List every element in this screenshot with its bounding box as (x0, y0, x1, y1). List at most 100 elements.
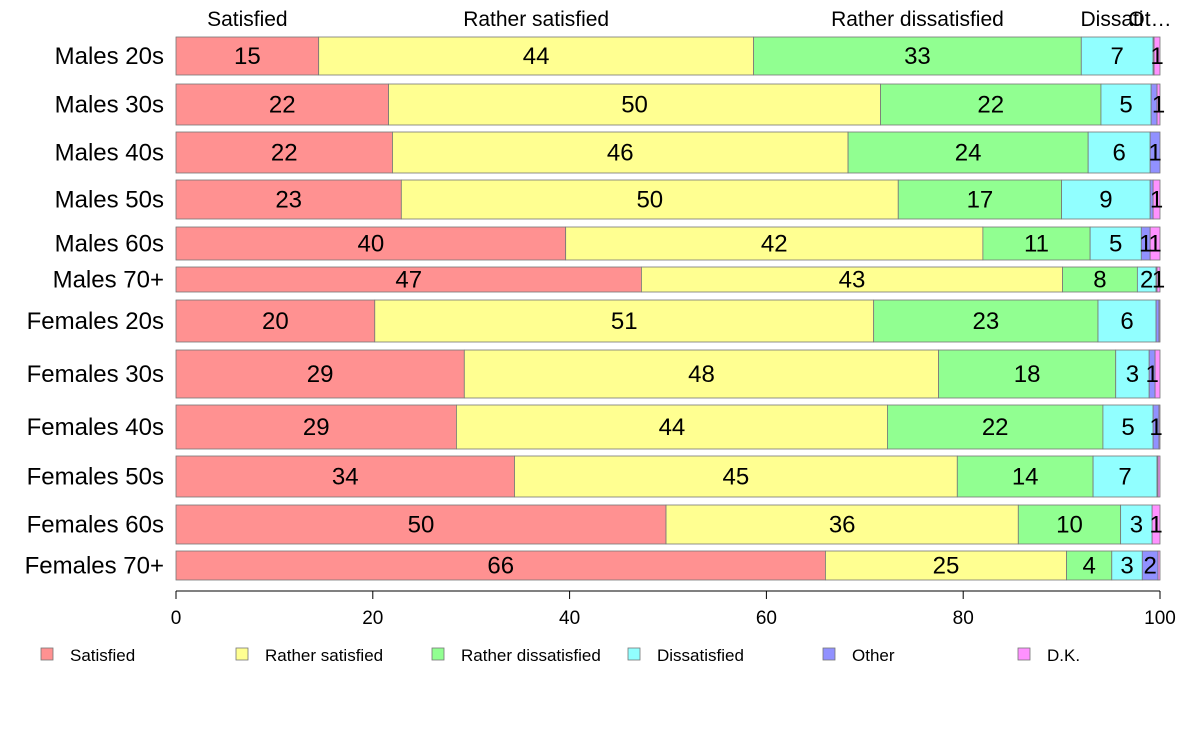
category-label: Males 40s (55, 140, 164, 167)
segment-header-label: Rather dissatisfied (831, 8, 1004, 31)
x-tick-label: 100 (1144, 608, 1176, 629)
bar-segment (318, 36, 755, 76)
legend-swatch (1017, 647, 1031, 661)
category-label: Females 50s (27, 464, 164, 491)
data-label: 1 (1148, 140, 1161, 167)
data-label: 1 (1150, 187, 1163, 214)
x-tick-label: 20 (362, 608, 383, 629)
data-label: 15 (234, 43, 261, 70)
bar-segment (956, 455, 1094, 498)
legend-label: D.K. (1047, 646, 1080, 665)
bar-segment (175, 226, 567, 261)
bar-segment (175, 504, 667, 545)
category-labels: Males 20s Males 30s Males 40s Males 50s Male… (25, 43, 164, 580)
bar-segment (456, 404, 888, 450)
category-label: Males 50s (55, 187, 164, 214)
bar-segment (880, 83, 1102, 126)
data-label: 1 (1152, 92, 1165, 119)
legend: Satisfied Rather satisfied Rather dissatis… (40, 646, 1080, 665)
data-label: 1 (1148, 231, 1161, 258)
data-label: 42 (761, 231, 788, 258)
data-label: 7 (1111, 43, 1124, 70)
data-label: 17 (967, 187, 994, 214)
bar-segment (1089, 226, 1142, 261)
bar-segment (463, 349, 940, 399)
data-label: 22 (977, 92, 1004, 119)
bar-segment (175, 179, 402, 220)
bar-segment (873, 299, 1099, 343)
data-label: 50 (408, 512, 435, 539)
data-label: 50 (636, 187, 663, 214)
bar-segment (1149, 131, 1161, 174)
segment-header-label: Satisfied (207, 8, 288, 31)
x-tick-label: 80 (953, 608, 974, 629)
bar-segment (1157, 455, 1161, 498)
bar-segment (1154, 349, 1161, 399)
bar-segment (825, 550, 1067, 581)
data-label: 1 (1152, 267, 1165, 294)
data-label: 2 (1140, 267, 1153, 294)
bar-segment (1017, 504, 1122, 545)
data-label: 1 (1149, 512, 1162, 539)
legend-swatch (627, 647, 641, 661)
data-label: 44 (659, 414, 686, 441)
bar-segment (1158, 404, 1161, 450)
data-label: 14 (1012, 464, 1039, 491)
bar-segment (1087, 131, 1151, 174)
legend-label: Satisfied (70, 646, 135, 665)
data-label: 22 (269, 92, 296, 119)
data-label: 8 (1093, 267, 1106, 294)
bar-segment (887, 404, 1104, 450)
bar-segment (1097, 299, 1157, 343)
data-label: 11 (1024, 231, 1049, 258)
data-label: 3 (1126, 361, 1139, 388)
data-label: 3 (1130, 512, 1143, 539)
bar-segment (1156, 83, 1161, 126)
bar-segment (514, 455, 958, 498)
data-label: 1 (1145, 361, 1158, 388)
x-tick-label: 0 (171, 608, 182, 629)
data-label: 5 (1121, 414, 1134, 441)
data-label: 4 (1082, 553, 1095, 580)
bar-segment (400, 179, 899, 220)
data-label: 1 (1149, 414, 1162, 441)
bar-segment (175, 349, 465, 399)
data-label: 20 (262, 308, 289, 335)
bar-segment (847, 131, 1089, 174)
data-label: 40 (357, 231, 384, 258)
legend-label: Other (852, 646, 895, 665)
data-label: 66 (487, 553, 514, 580)
category-label: Females 60s (27, 512, 164, 539)
bar-segment (1149, 226, 1161, 261)
legend-label: Dissatisfied (657, 646, 744, 665)
data-label: 46 (607, 140, 634, 167)
legend-label: Rather satisfied (265, 646, 383, 665)
data-label: 22 (271, 140, 298, 167)
data-label: 33 (904, 43, 931, 70)
data-label: 5 (1119, 92, 1132, 119)
data-label: 50 (621, 92, 648, 119)
segment-header-labels: Satisfied Rather satisfied Rather dissatis… (207, 8, 1172, 31)
data-label: 7 (1118, 464, 1131, 491)
data-label: 5 (1109, 231, 1122, 258)
bar-segment (175, 83, 389, 126)
bar-segment (175, 131, 393, 174)
data-label: 45 (723, 464, 750, 491)
legend-swatch (40, 647, 54, 661)
bar-segment (1153, 36, 1161, 76)
bar-segment (1092, 455, 1158, 498)
data-label: 6 (1112, 140, 1125, 167)
category-label: Females 30s (27, 361, 164, 388)
legend-label: Rather dissatisfied (461, 646, 601, 665)
x-tick-label: 60 (756, 608, 777, 629)
bar-segment (665, 504, 1019, 545)
x-axis: 0 20 40 60 80 100 (171, 590, 1176, 629)
data-label: 24 (955, 140, 982, 167)
data-label: 25 (933, 553, 960, 580)
data-label: 51 (611, 308, 638, 335)
legend-swatch (822, 647, 836, 661)
bar-segment (175, 404, 457, 450)
data-label: 23 (972, 308, 999, 335)
bar-segment (1151, 504, 1161, 545)
